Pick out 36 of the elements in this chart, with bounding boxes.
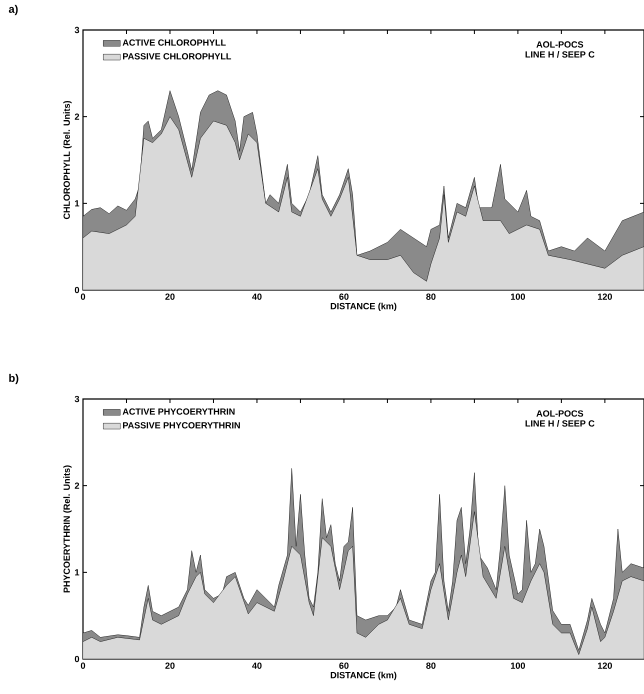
y-tick-label: 0: [74, 286, 80, 294]
x-tick-label: 20: [165, 662, 175, 669]
x-tick-label: 0: [80, 662, 86, 669]
x-tick-label: 120: [598, 294, 612, 300]
x-axis-title: DISTANCE (km): [330, 302, 396, 312]
legend-label: ACTIVE CHLOROPHYLL: [122, 39, 226, 46]
x-tick-label: 40: [252, 662, 262, 669]
annotation: AOL-POCS: [536, 410, 584, 417]
x-tick-label: 60: [339, 662, 349, 669]
annotation: LINE H / SEEP C: [526, 51, 594, 58]
legend-label: ACTIVE PHYCOERYTHRIN: [122, 408, 235, 415]
y-axis-title: PHYCOERYTHRIN (Rel. Units): [63, 465, 72, 592]
y-tick-label: 2: [74, 482, 80, 489]
annotation: AOL-POCS: [536, 41, 584, 48]
x-tick-label: 100: [510, 662, 526, 669]
y-axis-title: CHLOROPHYLL (Rel. Units): [63, 100, 72, 220]
y-tick-label: 3: [74, 26, 80, 34]
x-tick-label: 80: [426, 662, 436, 669]
x-tick-label: 120: [598, 662, 612, 669]
y-tick-label: 1: [75, 569, 80, 576]
chart-title: a): [8, 4, 18, 16]
x-tick-label: 20: [165, 294, 175, 300]
x-tick-label: 0: [80, 294, 86, 300]
legend-label: PASSIVE CHLOROPHYLL: [123, 53, 232, 60]
y-tick-label: 1: [75, 200, 80, 206]
legend-label: PASSIVE PHYCOERYTHRIN: [123, 422, 240, 428]
x-tick-label: 100: [510, 294, 526, 300]
x-tick-label: 80: [426, 294, 436, 300]
y-tick-label: 2: [74, 114, 80, 120]
y-tick-label: 3: [74, 396, 80, 402]
y-tick-label: 0: [74, 656, 80, 662]
x-tick-label: 40: [252, 294, 262, 300]
x-axis-title: DISTANCE (km): [330, 672, 396, 680]
chart-title: b): [9, 374, 18, 384]
annotation: LINE H / SEEP C: [526, 420, 594, 427]
x-tick-label: 60: [339, 294, 349, 300]
